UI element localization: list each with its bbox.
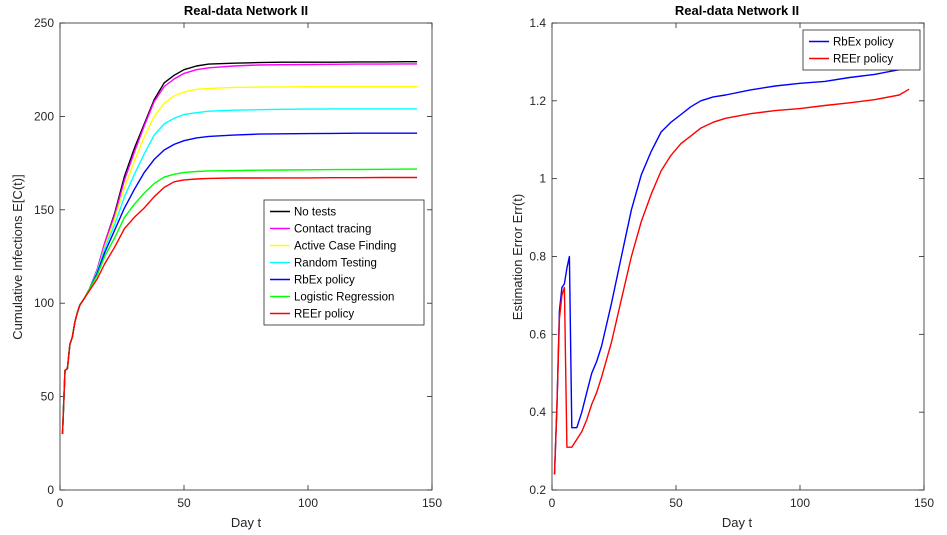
left-x-tick-label: 150	[422, 496, 442, 510]
right-y-tick-label: 0.4	[529, 405, 546, 419]
right-legend-label: RbEx policy	[833, 37, 894, 49]
left-legend-label: Random Testing	[294, 258, 377, 270]
left-y-tick-label: 250	[34, 16, 54, 30]
right-y-tick-label: 0.2	[529, 483, 546, 497]
right-series-line-rbex-policy	[553, 65, 910, 475]
left-y-tick-label: 0	[47, 483, 54, 497]
left-y-tick-label: 100	[34, 296, 54, 310]
left-y-axis-label: Cumulative Infections E[C(t)]	[10, 174, 25, 339]
right-plot-area: 0 50 100 150 0.2 0.4 0.6 0.8 1 1.2 1.4	[529, 16, 934, 510]
right-y-tick-label: 0.6	[529, 327, 546, 341]
right-x-tick-label: 100	[790, 496, 810, 510]
left-x-tick-label: 100	[298, 496, 318, 510]
right-legend: RbEx policy REEr policy	[802, 29, 921, 71]
left-legend-label: Active Case Finding	[294, 241, 396, 253]
right-y-tick-label: 1	[539, 172, 546, 186]
left-x-axis-label: Day t	[231, 515, 262, 530]
left-x-tick-label: 50	[177, 496, 191, 510]
right-x-axis-label: Day t	[722, 515, 753, 530]
right-legend-box	[802, 29, 921, 71]
right-y-tick-label: 1.4	[529, 16, 546, 30]
right-x-tick-label: 150	[914, 496, 934, 510]
right-y-axis-label: Estimation Error Err(t)	[510, 194, 525, 320]
left-legend-label: Contact tracing	[294, 224, 371, 236]
right-x-tick-label: 50	[669, 496, 683, 510]
right-y-tick-label: 1.2	[529, 94, 546, 108]
left-axes-box	[59, 22, 433, 491]
left-legend-label: RbEx policy	[294, 275, 355, 287]
left-chart: Real-data Network II 0 50 100 150 0 50 100 150 2…	[10, 3, 442, 530]
left-y-tick-label: 200	[34, 109, 54, 123]
right-chart-title: Real-data Network II	[675, 3, 799, 18]
left-legend-label: Logistic Regression	[294, 292, 394, 304]
left-y-tick-label: 50	[41, 390, 55, 404]
left-y-tick-label: 150	[34, 203, 54, 217]
right-series-line-reer-policy	[553, 88, 910, 475]
right-y-tick-label: 0.8	[529, 250, 546, 264]
left-legend: No tests Contact tracing Active Case Findi…	[263, 199, 425, 326]
left-x-tick-label: 0	[57, 496, 64, 510]
left-legend-label: No tests	[294, 207, 336, 219]
left-series-line-reer-policy	[61, 176, 418, 435]
left-legend-box	[263, 199, 425, 326]
right-chart: Real-data Network II 0 50 100 1500.20.40.60…	[510, 3, 934, 530]
left-plot-area: 0 50 100 150 0 50 100 150 200 250	[34, 16, 442, 510]
right-legend-label: REEr policy	[833, 54, 893, 66]
left-legend-label: REEr policy	[294, 309, 354, 321]
right-x-tick-label: 0	[549, 496, 556, 510]
left-chart-title: Real-data Network II	[184, 3, 308, 18]
